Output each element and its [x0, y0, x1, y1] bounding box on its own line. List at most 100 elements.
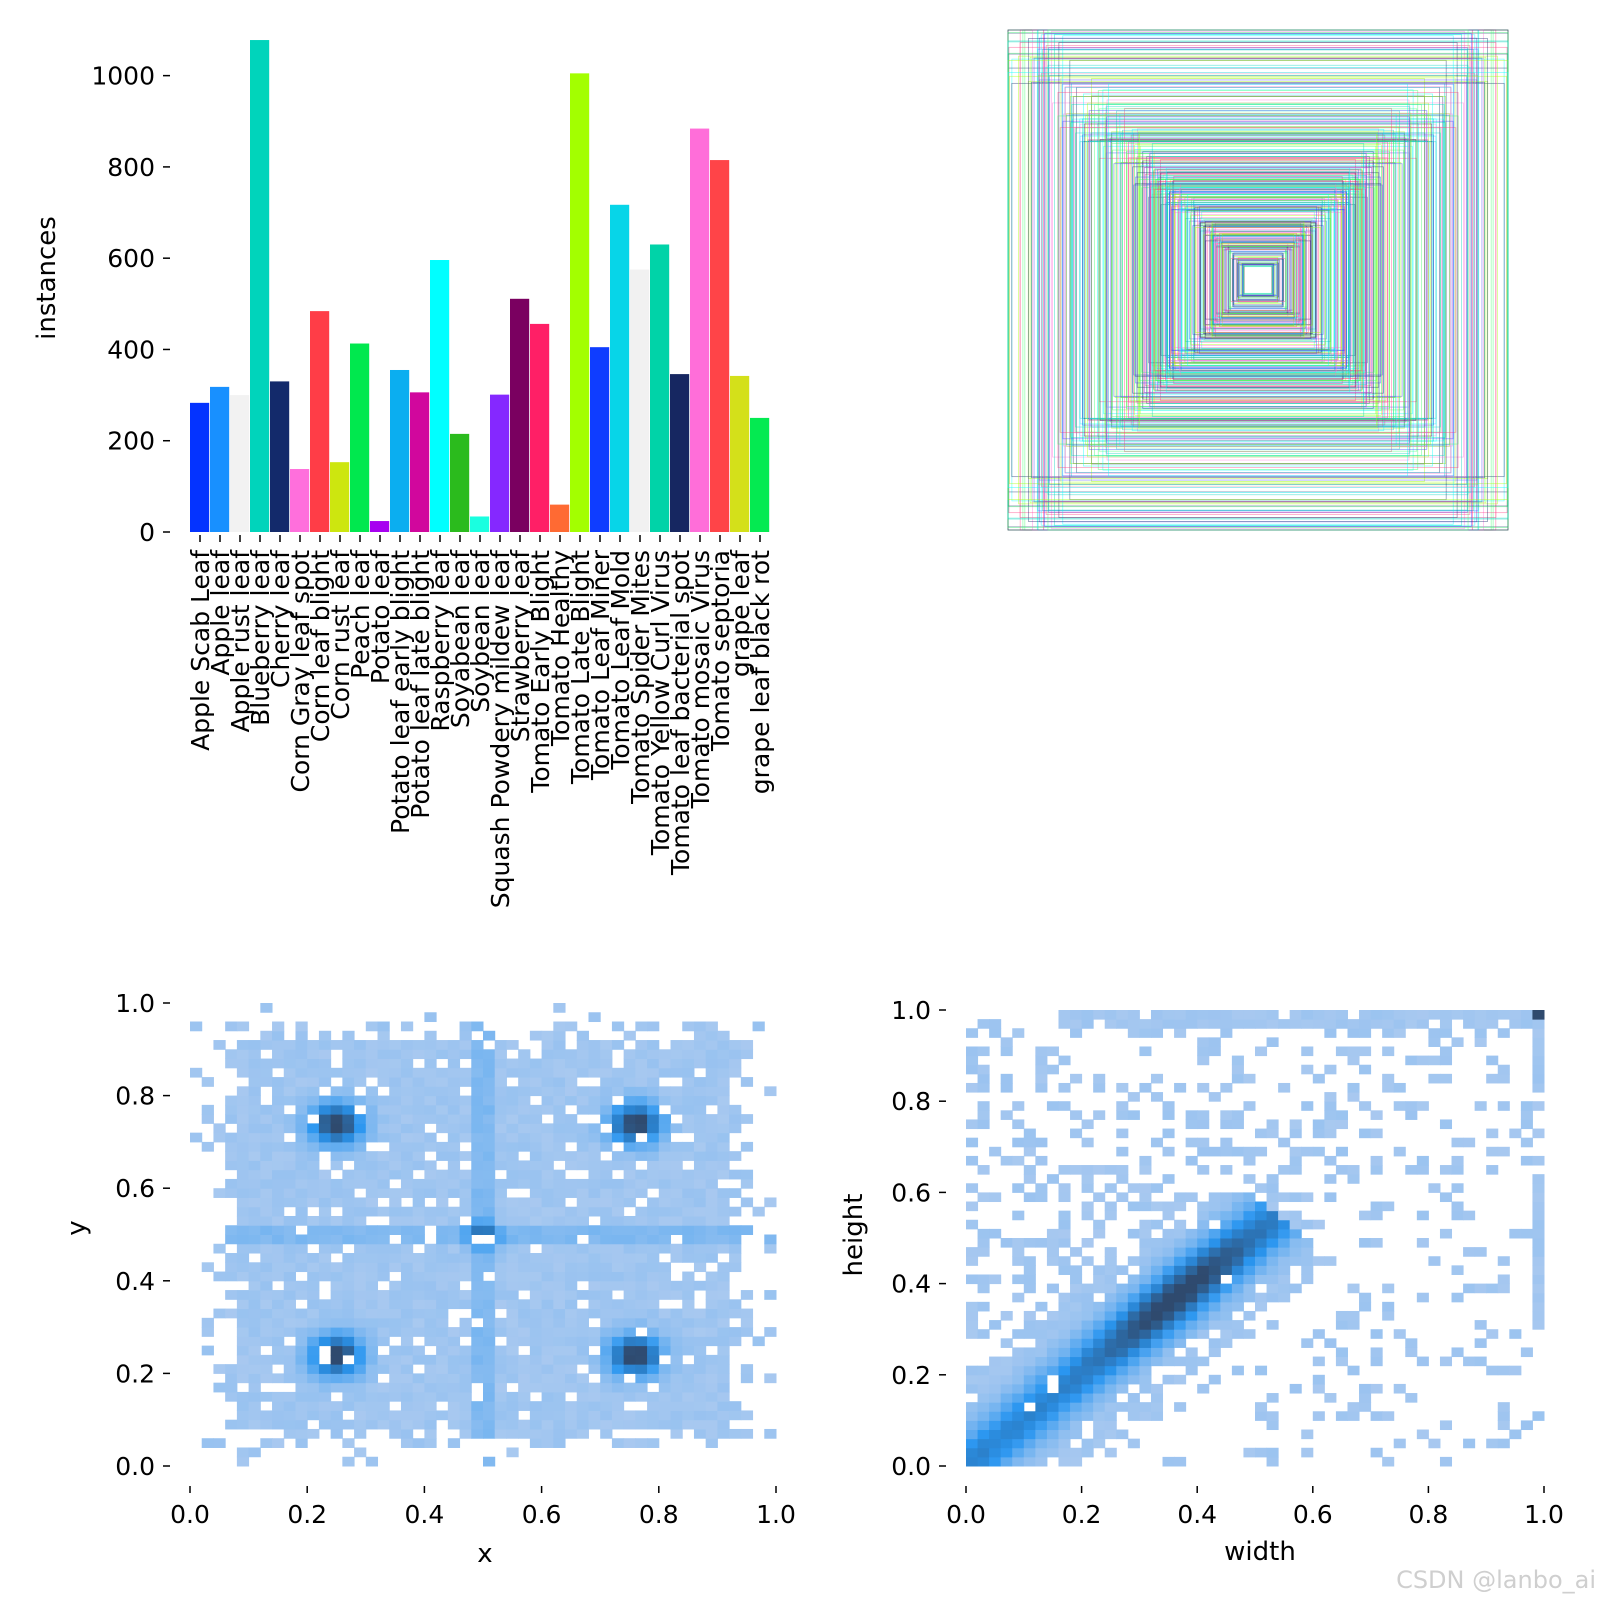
heatmap-cell [459, 1401, 472, 1411]
heatmap-cell [1266, 1183, 1279, 1193]
heatmap-cell [1278, 1137, 1291, 1148]
bbox-outline [1087, 102, 1429, 458]
heatmap-cell [307, 1354, 320, 1365]
heatmap-cell [377, 1160, 390, 1171]
heatmap-cell [260, 1058, 273, 1069]
heatmap-cell [1185, 1274, 1198, 1285]
heatmap-cell [494, 1234, 507, 1245]
heatmap-cell [1023, 1256, 1036, 1266]
heatmap-cell [307, 1132, 320, 1143]
heatmap-cell [635, 1419, 648, 1430]
heatmap-cell [272, 1391, 285, 1402]
heatmap-cell [483, 1104, 496, 1115]
bar [430, 260, 450, 532]
heatmap-cell [588, 1225, 601, 1235]
heatmap-cell [1266, 1292, 1279, 1303]
heatmap-cell [1208, 1310, 1221, 1321]
heatmap-cell [670, 1104, 683, 1115]
heatmap-cell [966, 1411, 979, 1421]
heatmap-cell [1220, 1238, 1233, 1248]
heatmap-cell [307, 1197, 320, 1208]
heatmap-cell [471, 1373, 484, 1384]
heatmap-cell [977, 1283, 990, 1294]
heatmap-cell [1000, 1365, 1013, 1376]
heatmap-cell [236, 1262, 250, 1273]
heatmap-cell [1162, 1310, 1175, 1321]
heatmap-cell [623, 1410, 636, 1421]
heatmap-cell [1382, 1010, 1395, 1020]
heatmap-cell [553, 1178, 566, 1189]
heatmap-cell [400, 1077, 414, 1087]
heatmap-cell [966, 1055, 979, 1066]
heatmap-cell [658, 1086, 672, 1097]
heatmap-cell [541, 1169, 554, 1180]
heatmap-cell [342, 1197, 355, 1208]
heatmap-cell [611, 1401, 625, 1411]
heatmap-cell [459, 1364, 472, 1374]
heatmap-cell [260, 1077, 273, 1087]
heatmap-cell [377, 1095, 390, 1106]
heatmap-cell [1231, 1010, 1244, 1020]
heatmap-cell [342, 1067, 355, 1078]
heatmap-cell [225, 1188, 238, 1198]
heatmap-cell [471, 1021, 484, 1032]
heatmap-cell [1150, 1283, 1164, 1294]
heatmap-cell [389, 1058, 402, 1069]
heatmap-cell [494, 1058, 507, 1069]
heatmap-cell [400, 1206, 414, 1217]
heatmap-cell [529, 1114, 543, 1124]
heatmap-cell [389, 1095, 402, 1106]
heatmap-cell [483, 1160, 496, 1171]
heatmap-cell [1150, 1320, 1164, 1330]
heatmap-cell [611, 1160, 625, 1171]
heatmap-cell [283, 1151, 296, 1161]
heatmap-cell [529, 1327, 543, 1337]
heatmap-cell [623, 1151, 636, 1161]
heatmap-cell [1243, 1210, 1256, 1221]
heatmap-cell [354, 1049, 367, 1060]
heatmap-cell [506, 1067, 519, 1078]
category-label: Blueberry leaf [246, 549, 275, 726]
bbox-outline [1106, 99, 1410, 461]
heatmap-cell [1208, 1146, 1221, 1157]
heatmap-cell [494, 1401, 507, 1411]
heatmap-cell [225, 1049, 238, 1060]
heatmap-cell [1012, 1155, 1025, 1166]
bar [630, 269, 650, 532]
heatmap-cell [966, 1447, 979, 1458]
heatmap-cell [1046, 1320, 1059, 1330]
heatmap-cell [1335, 1019, 1348, 1029]
heatmap-cell [588, 1410, 601, 1421]
heatmap-cell [283, 1225, 296, 1235]
heatmap-cell [1255, 1274, 1268, 1285]
heatmap-cell [400, 1067, 414, 1078]
heatmap-cell [400, 1104, 414, 1115]
heatmap-cell [670, 1243, 683, 1254]
heatmap-cell [1197, 1247, 1210, 1257]
heatmap-cell [682, 1104, 695, 1115]
category-label: Apple Scab Leaf [186, 549, 215, 751]
heatmap-cell [400, 1253, 414, 1263]
heatmap-cell [483, 1391, 496, 1402]
heatmap-cell [1335, 1110, 1348, 1120]
heatmap-cell [764, 1428, 777, 1439]
heatmap-cell [1255, 1210, 1268, 1221]
heatmap-cell [576, 1160, 589, 1171]
heatmap-cell [318, 1132, 332, 1143]
heatmap-cell [518, 1049, 531, 1060]
heatmap-cell [459, 1225, 472, 1235]
heatmap-cell [307, 1382, 320, 1393]
heatmap-cell [295, 1197, 308, 1208]
heatmap-cell [693, 1058, 707, 1069]
heatmap-cell [565, 1336, 578, 1347]
heatmap-cell [389, 1077, 402, 1087]
heatmap-cell [1474, 1019, 1487, 1029]
heatmap-cell [389, 1280, 402, 1291]
heatmap-cell [693, 1030, 707, 1041]
heatmap-cell [342, 1373, 355, 1384]
heatmap-cell [611, 1206, 625, 1217]
heatmap-cell [1058, 1210, 1071, 1221]
heatmap-cell [506, 1086, 519, 1097]
bbox-outline [1186, 209, 1330, 351]
heatmap-cell [1000, 1037, 1013, 1047]
